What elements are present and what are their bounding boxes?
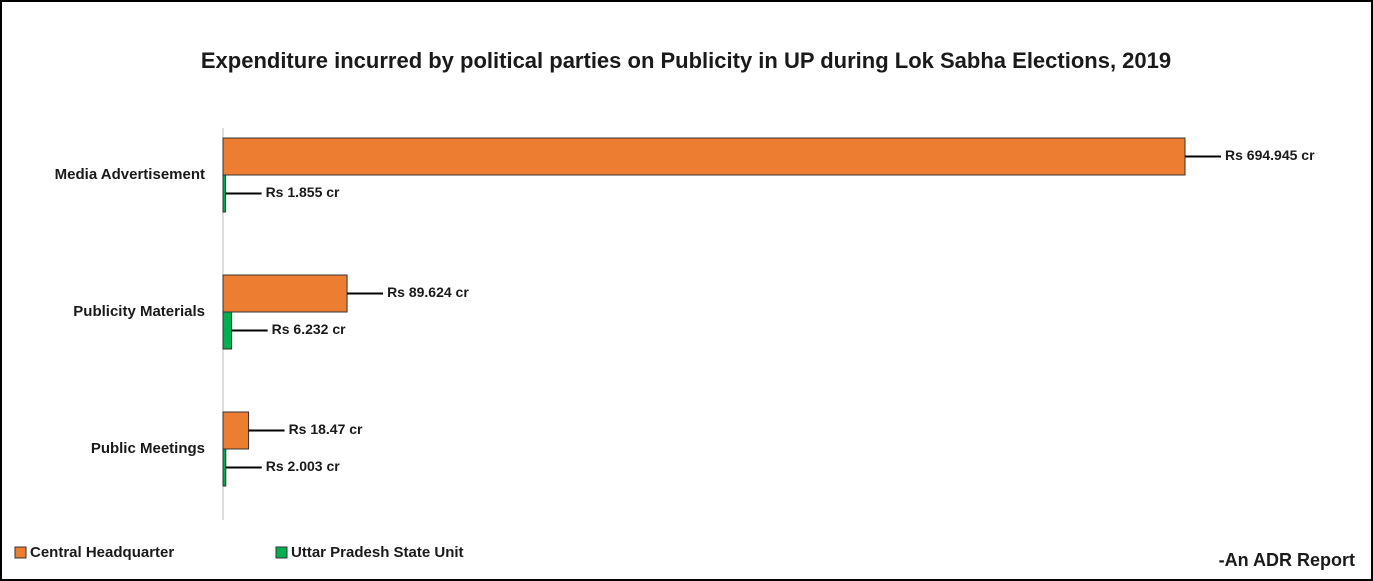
bar [222, 274, 348, 313]
bar [222, 448, 227, 487]
category-label: Media Advertisement [55, 166, 205, 183]
legend-swatch [275, 546, 288, 559]
bar [222, 137, 1186, 176]
data-label: Rs 2.003 cr [266, 458, 340, 474]
category-label: Publicity Materials [73, 303, 205, 320]
legend-swatch [14, 546, 27, 559]
bar [222, 174, 227, 213]
data-label: Rs 1.855 cr [266, 184, 340, 200]
annotation: -An ADR Report [1219, 550, 1355, 570]
chart-title: Expenditure incurred by political partie… [201, 48, 1171, 73]
legend-label: Uttar Pradesh State Unit [291, 544, 464, 561]
data-label: Rs 694.945 cr [1225, 147, 1315, 163]
data-label: Rs 89.624 cr [387, 284, 469, 300]
bar [222, 411, 250, 450]
data-label: Rs 6.232 cr [272, 321, 346, 337]
data-label: Rs 18.47 cr [289, 421, 363, 437]
legend-label: Central Headquarter [30, 544, 174, 561]
bar [222, 311, 233, 350]
category-label: Public Meetings [91, 440, 205, 457]
